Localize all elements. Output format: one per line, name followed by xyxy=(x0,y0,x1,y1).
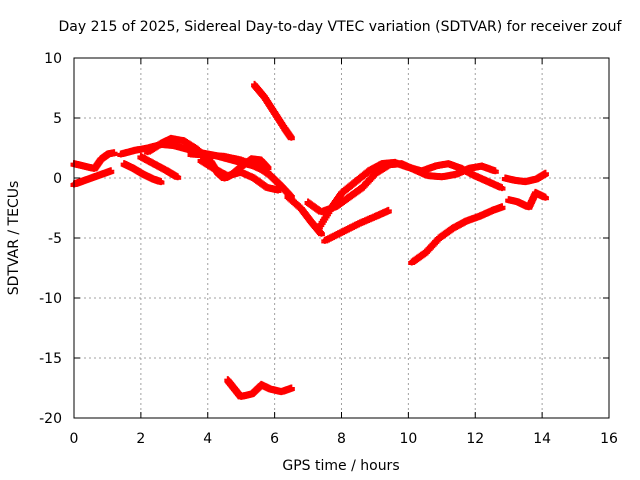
x-axis-label: GPS time / hours xyxy=(282,458,399,474)
series-track-14 xyxy=(408,203,506,266)
x-tick-label: 4 xyxy=(203,431,212,447)
y-tick-label: 5 xyxy=(53,111,62,127)
y-axis-label: SDTVAR / TECUs xyxy=(6,181,22,296)
series-track-12 xyxy=(314,158,506,232)
x-tick-label: 14 xyxy=(533,431,551,447)
grid-lines xyxy=(74,58,609,418)
y-tick-label: 10 xyxy=(44,51,62,67)
series-track-16 xyxy=(505,188,549,211)
x-tick-label: 16 xyxy=(600,431,618,447)
y-tick-label: -20 xyxy=(39,411,62,427)
series-track-7 xyxy=(187,150,295,200)
series-track-5 xyxy=(137,152,182,181)
chart-title: Day 215 of 2025, Sidereal Day-to-day VTE… xyxy=(59,19,623,35)
y-tick-label: -5 xyxy=(48,231,62,247)
series-track-8 xyxy=(197,156,282,194)
x-tick-label: 0 xyxy=(70,431,79,447)
y-axis-ticks: -20 -15 -10 -5 0 5 10 xyxy=(39,51,609,427)
x-axis-ticks: 0 2 4 6 8 10 12 14 16 xyxy=(70,58,618,447)
x-tick-label: 12 xyxy=(466,431,484,447)
series-track-4 xyxy=(120,160,165,186)
series-track-15 xyxy=(501,169,549,186)
y-tick-label: 0 xyxy=(53,171,62,187)
y-tick-label: -10 xyxy=(39,291,62,307)
x-tick-label: 6 xyxy=(270,431,279,447)
x-tick-label: 8 xyxy=(337,431,346,447)
x-tick-label: 10 xyxy=(399,431,417,447)
series-track-10 xyxy=(284,192,325,237)
series-track-2 xyxy=(70,167,115,188)
series-track-9 xyxy=(251,80,295,141)
series-track-17 xyxy=(224,376,295,400)
data-points xyxy=(70,80,549,400)
series-track-1 xyxy=(70,149,118,172)
x-tick-label: 2 xyxy=(136,431,145,447)
y-tick-label: -15 xyxy=(39,351,62,367)
series-track-13 xyxy=(321,206,392,244)
